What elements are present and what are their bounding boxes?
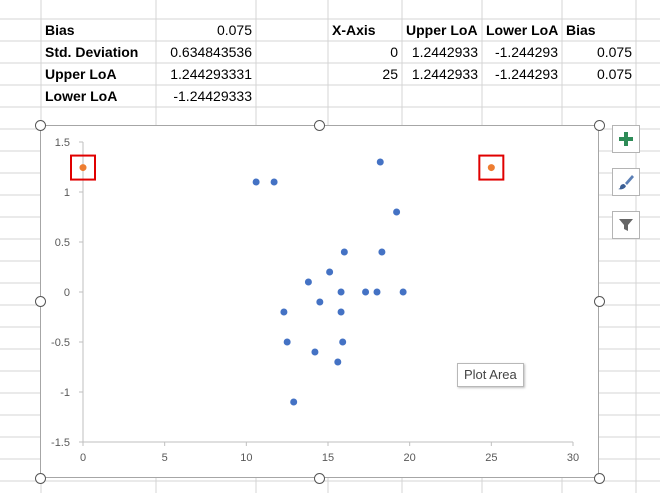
y-tick-label: 0.5 xyxy=(55,237,70,249)
y-tick-label: 1.5 xyxy=(55,137,70,149)
data-point[interactable] xyxy=(290,398,298,406)
resize-handle-bottom[interactable] xyxy=(314,473,325,484)
data-point[interactable] xyxy=(252,178,260,186)
stats-value-std[interactable]: 0.634843536 xyxy=(170,44,252,60)
loa-header-upper[interactable]: Upper LoA xyxy=(406,22,478,38)
data-point[interactable] xyxy=(378,248,386,256)
data-point[interactable] xyxy=(283,338,291,346)
data-point[interactable] xyxy=(373,288,381,296)
resize-handle-left[interactable] xyxy=(35,296,46,307)
x-tick-label: 0 xyxy=(80,452,86,464)
x-tick-label: 10 xyxy=(240,452,252,464)
loa-cell[interactable]: 1.2442933 xyxy=(411,66,478,82)
loa-header-xaxis[interactable]: X-Axis xyxy=(332,22,376,38)
resize-handle-top-right[interactable] xyxy=(594,120,605,131)
plot-area-tooltip: Plot Area xyxy=(457,363,524,387)
loa-cell[interactable]: -1.244293 xyxy=(494,66,558,82)
data-point[interactable] xyxy=(340,248,348,256)
loa-cell[interactable]: -1.244293 xyxy=(494,44,558,60)
data-point[interactable] xyxy=(280,308,288,316)
stats-value-bias[interactable]: 0.075 xyxy=(216,22,252,38)
resize-handle-bottom-left[interactable] xyxy=(35,473,46,484)
stats-label-lower[interactable]: Lower LoA xyxy=(45,88,118,104)
data-point[interactable] xyxy=(311,348,319,356)
stats-value-upper[interactable]: 1.244293331 xyxy=(170,66,252,82)
chart-styles-button[interactable] xyxy=(612,168,640,196)
data-point[interactable] xyxy=(326,268,334,276)
data-point[interactable] xyxy=(339,338,347,346)
loa-header-bias[interactable]: Bias xyxy=(566,22,596,38)
loa-cell[interactable]: 0.075 xyxy=(596,44,632,60)
loa-cell[interactable]: 1.2442933 xyxy=(411,44,478,60)
data-point[interactable] xyxy=(393,208,401,216)
loa-cell[interactable]: 0.075 xyxy=(596,66,632,82)
stats-label-bias[interactable]: Bias xyxy=(45,22,75,38)
y-tick-label: 0 xyxy=(64,287,70,299)
data-point[interactable] xyxy=(362,288,370,296)
y-tick-label: 1 xyxy=(64,187,70,199)
x-tick-label: 20 xyxy=(404,452,416,464)
data-point[interactable] xyxy=(304,278,312,286)
stats-value-lower[interactable]: -1.24429333 xyxy=(173,88,252,104)
stats-label-std[interactable]: Std. Deviation xyxy=(45,44,139,60)
data-point[interactable] xyxy=(337,288,345,296)
stats-label-upper[interactable]: Upper LoA xyxy=(45,66,117,82)
loa-point[interactable] xyxy=(79,164,87,172)
scatter-plot[interactable]: 0 5 10 15 20 25 30 1.5 1 0.5 0 -0.5 -1 -1.5 xyxy=(41,126,600,479)
y-tick-label: -1 xyxy=(60,387,70,399)
loa-cell[interactable]: 0 xyxy=(390,44,398,60)
resize-handle-top[interactable] xyxy=(314,120,325,131)
data-point[interactable] xyxy=(399,288,407,296)
x-tick-label: 25 xyxy=(485,452,497,464)
resize-handle-bottom-right[interactable] xyxy=(594,473,605,484)
resize-handle-right[interactable] xyxy=(594,296,605,307)
filter-icon xyxy=(619,219,633,231)
chart-filters-button[interactable] xyxy=(612,211,640,239)
data-point[interactable] xyxy=(334,358,342,366)
data-point[interactable] xyxy=(270,178,278,186)
selected-point-box xyxy=(70,154,96,181)
x-tick-label: 5 xyxy=(162,452,168,464)
data-point[interactable] xyxy=(316,298,324,306)
data-point[interactable] xyxy=(376,158,384,166)
loa-cell[interactable]: 25 xyxy=(382,66,398,82)
y-tick-label: -1.5 xyxy=(51,437,70,449)
scatter-chart[interactable]: 0 5 10 15 20 25 30 1.5 1 0.5 0 -0.5 -1 -1.5 xyxy=(40,125,599,478)
loa-header-lower[interactable]: Lower LoA xyxy=(486,22,559,38)
selected-point-box xyxy=(478,154,505,181)
chart-elements-button[interactable] xyxy=(612,125,640,153)
data-point[interactable] xyxy=(337,308,345,316)
y-tick-label: -0.5 xyxy=(51,337,70,349)
brush-icon xyxy=(618,175,634,190)
resize-handle-top-left[interactable] xyxy=(35,120,46,131)
plus-icon xyxy=(619,132,633,146)
x-tick-label: 30 xyxy=(567,452,579,464)
loa-point[interactable] xyxy=(487,164,495,172)
x-tick-label: 15 xyxy=(322,452,334,464)
